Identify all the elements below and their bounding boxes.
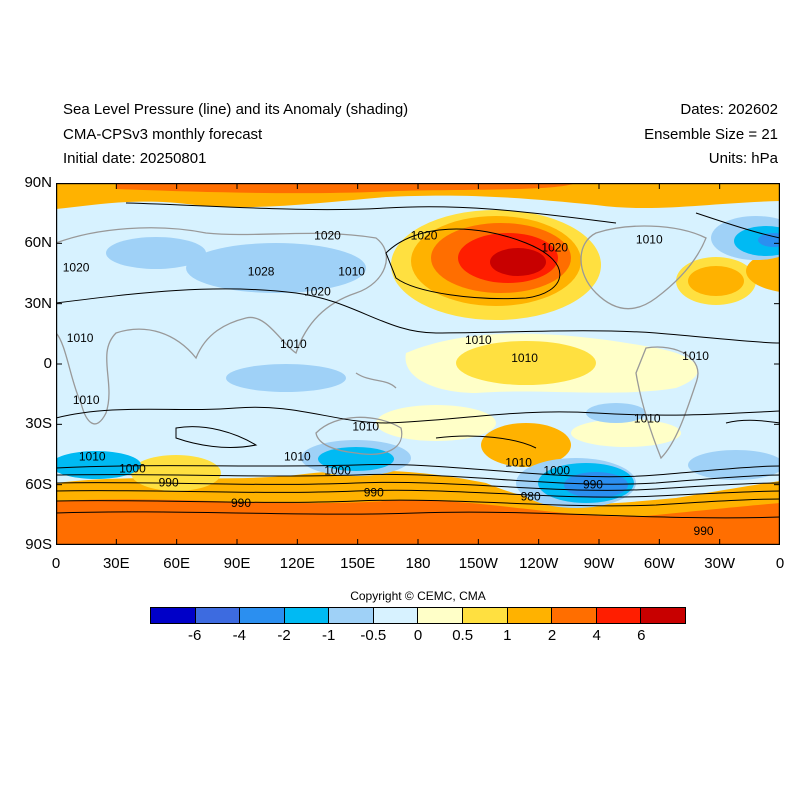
lat-label: 60N — [24, 234, 52, 252]
colorbar-label: -2 — [277, 627, 291, 644]
contour-label: 1010 — [352, 419, 379, 433]
colorbar-label: 4 — [592, 627, 601, 644]
colorbar-swatch — [506, 608, 552, 623]
colorbar-swatch — [417, 608, 463, 623]
anomaly-shading — [56, 183, 780, 545]
colorbar-swatch — [194, 608, 240, 623]
isobars — [56, 202, 780, 519]
colorbar-swatch — [372, 608, 418, 623]
lon-label: 120E — [279, 555, 315, 572]
model-name: CMA-CPSv3 monthly forecast — [63, 126, 263, 143]
colorbar-swatch — [328, 608, 373, 623]
contour-label: 990 — [364, 486, 384, 500]
initial-date: Initial date: 20250801 — [63, 150, 207, 167]
colorbar-label: 2 — [547, 627, 557, 644]
ensemble-size: Ensemble Size = 21 — [644, 126, 778, 143]
anomaly-map: 1020 1020 1020 1020 1028 1020 1010 1010 1010 1010… — [56, 183, 780, 545]
lat-label: 30N — [24, 294, 52, 312]
contour-label: 990 — [694, 524, 714, 538]
colorbar-label: -0.5 — [360, 627, 387, 644]
lon-label: 0 — [775, 555, 785, 572]
contour-label: 1000 — [543, 464, 570, 478]
lat-label: 60S — [25, 475, 52, 493]
contour-label: 1028 — [248, 264, 275, 278]
contour-label: 1020 — [541, 240, 568, 254]
contour-label: 1020 — [63, 260, 90, 274]
axis-ticks — [56, 183, 780, 545]
colorbar — [150, 607, 686, 624]
contour-label: 980 — [521, 490, 541, 504]
contour-label: 1010 — [79, 450, 106, 464]
colorbar-label: -1 — [321, 627, 336, 644]
contour-label: 1010 — [338, 264, 365, 278]
contour-label: 1020 — [304, 285, 331, 299]
colorbar-swatch — [551, 608, 596, 623]
contour-label: 1000 — [324, 464, 351, 478]
lat-label: 90S — [25, 536, 52, 553]
colorbar-swatch — [283, 608, 329, 623]
colorbar-label: 6 — [637, 627, 646, 644]
colorbar-swatch — [151, 608, 195, 623]
lon-label: 150W — [458, 555, 498, 572]
lon-label: 60W — [643, 555, 675, 572]
contour-labels: 1020 1020 1020 1020 1028 1020 1010 1010 1010 1010… — [63, 228, 714, 538]
lon-label: 90E — [223, 555, 251, 572]
contour-label: 1010 — [67, 331, 94, 345]
lon-label: 150E — [340, 555, 376, 572]
lon-label: 0 — [51, 555, 61, 572]
map-title: Sea Level Pressure (line) and its Anomal… — [63, 101, 409, 118]
colorbar-swatch — [462, 608, 507, 623]
contour-label: 990 — [583, 478, 603, 492]
lon-label: 30E — [102, 555, 130, 572]
lon-label: 30W — [704, 555, 736, 572]
contour-label: 1010 — [634, 411, 661, 425]
contour-label: 1010 — [511, 351, 538, 365]
lat-label: 0 — [43, 355, 52, 372]
contour-label: 990 — [159, 476, 179, 490]
contour-label: 1010 — [636, 232, 663, 246]
colorbar-label: -6 — [187, 627, 202, 644]
contour-label: 1010 — [465, 333, 492, 347]
contour-label: 1010 — [73, 393, 100, 407]
forecast-dates: Dates: 202602 — [680, 101, 778, 118]
colorbar-label: 0.5 — [452, 627, 474, 644]
coastlines — [56, 225, 707, 460]
units: Units: hPa — [708, 150, 778, 167]
colorbar-label: 1 — [503, 627, 512, 644]
lat-label: 90N — [24, 174, 52, 191]
copyright-notice: Copyright © CEMC, CMA — [350, 589, 486, 603]
contour-label: 1020 — [411, 228, 438, 242]
contour-label: 1000 — [119, 462, 146, 476]
map-panel: 1020 1020 1020 1020 1028 1020 1010 1010 1010 1010… — [56, 183, 780, 545]
colorbar-swatch — [640, 608, 685, 623]
lon-label: 180 — [405, 555, 431, 572]
lat-label: 30S — [25, 415, 52, 433]
contour-label: 1010 — [505, 456, 532, 470]
contour-label: 1010 — [682, 349, 709, 363]
colorbar-swatch — [239, 608, 284, 623]
lon-label: 90W — [583, 555, 615, 572]
contour-label: 1010 — [280, 337, 307, 351]
colorbar-label: -4 — [232, 627, 246, 644]
colorbar-swatch — [595, 608, 641, 623]
contour-label: 1020 — [314, 228, 341, 242]
lon-label: 120W — [519, 555, 559, 572]
colorbar-label: 0 — [413, 627, 423, 644]
contour-label: 990 — [231, 496, 251, 510]
contour-label: 1010 — [284, 450, 311, 464]
lon-label: 60E — [163, 555, 190, 572]
